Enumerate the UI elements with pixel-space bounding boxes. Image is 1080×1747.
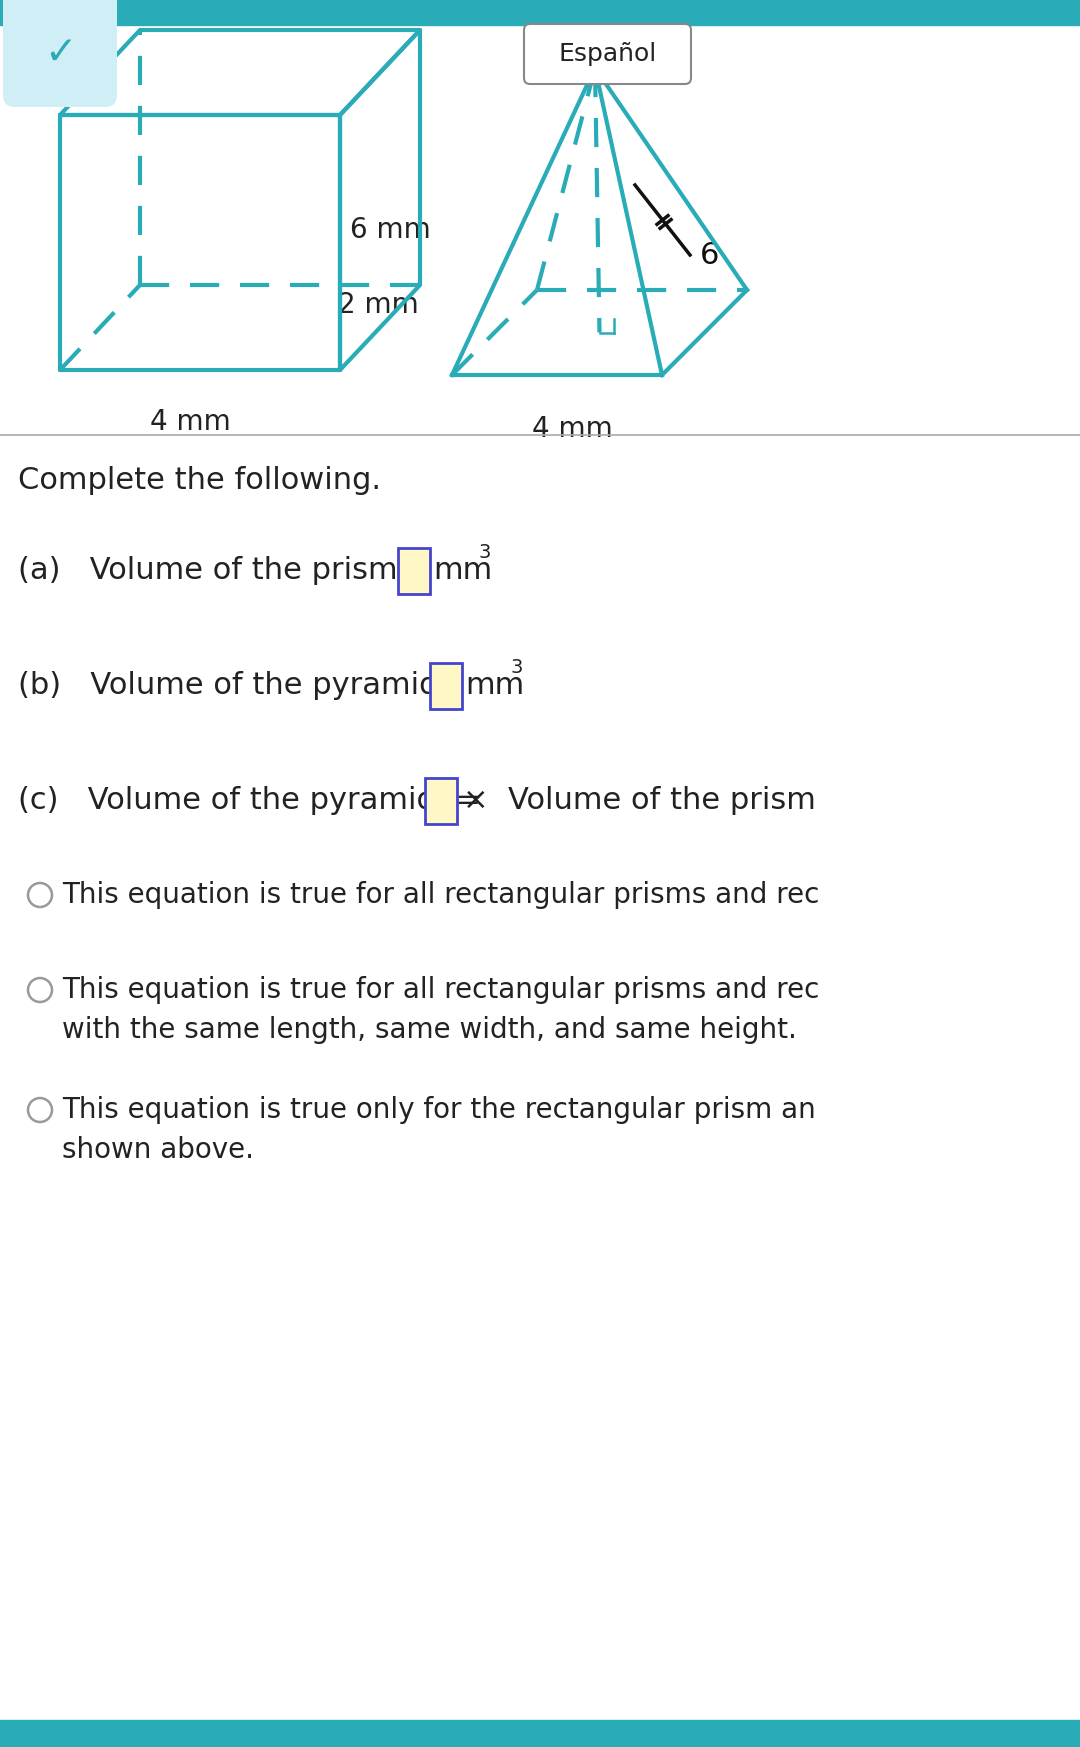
Text: (b)   Volume of the pyramid:: (b) Volume of the pyramid:	[18, 671, 458, 699]
Bar	[0, 0, 1080, 24]
Text: Complete the following.: Complete the following.	[18, 465, 381, 494]
Text: 4 mm: 4 mm	[150, 409, 230, 437]
Text: with the same length, same width, and same height.: with the same length, same width, and sa…	[62, 1017, 797, 1045]
Text: 3: 3	[510, 657, 523, 676]
FancyBboxPatch shape	[3, 0, 117, 107]
FancyBboxPatch shape	[426, 777, 457, 825]
FancyBboxPatch shape	[430, 664, 462, 709]
Text: 3: 3	[478, 543, 490, 561]
FancyBboxPatch shape	[524, 24, 691, 84]
Text: 4 mm: 4 mm	[531, 416, 612, 444]
Text: ✓: ✓	[43, 33, 77, 72]
Text: 6: 6	[700, 241, 719, 269]
Text: This equation is true only for the rectangular prism an: This equation is true only for the recta…	[62, 1095, 815, 1123]
Text: 2 mm: 2 mm	[338, 292, 419, 320]
FancyBboxPatch shape	[399, 549, 430, 594]
Text: mm: mm	[465, 671, 524, 699]
Bar	[0, 1721, 1080, 1747]
Text: shown above.: shown above.	[62, 1136, 254, 1164]
Text: This equation is true for all rectangular prisms and rec: This equation is true for all rectangula…	[62, 880, 820, 908]
Text: Español: Español	[558, 42, 657, 66]
Text: (a)   Volume of the prism:: (a) Volume of the prism:	[18, 556, 418, 585]
Text: 6 mm: 6 mm	[350, 217, 431, 245]
Text: ×  Volume of the prism: × Volume of the prism	[463, 786, 815, 814]
Text: (c)   Volume of the pyramid  =: (c) Volume of the pyramid =	[18, 786, 490, 814]
Text: mm: mm	[433, 556, 492, 585]
Text: This equation is true for all rectangular prisms and rec: This equation is true for all rectangula…	[62, 977, 820, 1005]
